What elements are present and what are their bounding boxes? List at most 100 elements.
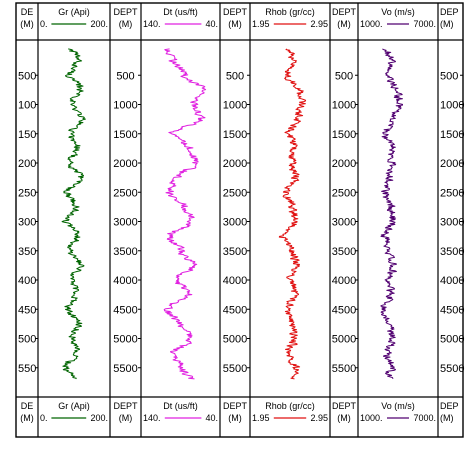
header-track-min-label: 1000. xyxy=(360,19,383,29)
depth-tick-label: 5000 xyxy=(440,334,464,346)
footer-track-title: Dt (us/ft) xyxy=(163,401,198,411)
depth-tick-label: 1000 xyxy=(113,100,137,112)
depth-tick-label: 4500 xyxy=(113,304,137,316)
footer-depth-unit: (M) xyxy=(337,413,351,423)
depth-tick-label: 3000 xyxy=(113,217,137,229)
curve-gr xyxy=(61,48,86,380)
depth-tick-label: 200 xyxy=(18,158,36,170)
depth-tick-label: 500 xyxy=(116,70,134,82)
depth-tick-label: 250 xyxy=(18,187,36,199)
header-track-min-label: 0. xyxy=(40,19,48,29)
footer-depth-unit: (M) xyxy=(228,413,242,423)
header-track-title: Rhob (gr/cc) xyxy=(265,7,315,17)
depth-tick-label: 350 xyxy=(18,246,36,258)
depth-tick-label: 4500 xyxy=(440,304,464,316)
depth-tick-label: 2000 xyxy=(113,158,137,170)
depth-tick-label: 2000 xyxy=(332,158,356,170)
depth-tick-label: 3000 xyxy=(332,217,356,229)
header-track-title: Dt (us/ft) xyxy=(163,7,198,17)
depth-tick-label: 3500 xyxy=(113,246,137,258)
depth-tick-label: 1000 xyxy=(223,100,247,112)
depth-tick-label: 2500 xyxy=(113,187,137,199)
depth-tick-label: 5000 xyxy=(332,334,356,346)
depth-tick-label: 3500 xyxy=(440,246,464,258)
depth-tick-label: 2500 xyxy=(223,187,247,199)
footer-depth-title: DE xyxy=(21,401,34,411)
footer-depth-unit: (M) xyxy=(440,413,454,423)
footer-track-min-label: 1.95 xyxy=(252,413,270,423)
footer-depth-title: DEPT xyxy=(332,401,357,411)
depth-tick-label: 3500 xyxy=(332,246,356,258)
header-depth-unit: (M) xyxy=(228,19,242,29)
depth-tick-label: 4000 xyxy=(440,275,464,287)
header-depth-unit: (M) xyxy=(337,19,351,29)
depth-tick-label: 3500 xyxy=(223,246,247,258)
depth-tick-label: 5500 xyxy=(332,363,356,375)
depth-tick-label: 1500 xyxy=(223,129,247,141)
depth-tick-label: 2000 xyxy=(223,158,247,170)
curve-rhob xyxy=(278,48,307,380)
header-track-title: Gr (Api) xyxy=(58,7,90,17)
depth-tick-label: 100 xyxy=(18,100,36,112)
footer-depth-unit: (M) xyxy=(119,413,133,423)
footer-track-min-label: 140. xyxy=(143,413,161,423)
depth-tick-label: 5000 xyxy=(113,334,137,346)
depth-tick-label: 2500 xyxy=(440,187,464,199)
depth-tick-label: 300 xyxy=(18,217,36,229)
depth-tick-label: 400 xyxy=(18,275,36,287)
footer-track-min-label: 1000. xyxy=(360,413,383,423)
depth-tick-label: 4500 xyxy=(223,304,247,316)
depth-tick-label: 500 xyxy=(18,70,36,82)
header-track-max-label: 2.95 xyxy=(310,19,328,29)
curve-vo xyxy=(380,48,403,379)
footer-track-max-label: 200. xyxy=(90,413,108,423)
header-depth-title: DE xyxy=(21,7,34,17)
depth-tick-label: 2500 xyxy=(332,187,356,199)
depth-tick-label: 4000 xyxy=(113,275,137,287)
depth-tick-label: 1500 xyxy=(332,129,356,141)
depth-tick-label: 1000 xyxy=(440,100,464,112)
header-depth-unit: (M) xyxy=(440,19,454,29)
chart-frame xyxy=(15,2,464,438)
curve-dt xyxy=(163,48,207,380)
depth-tick-label: 500 xyxy=(440,70,458,82)
depth-tick-label: 5500 xyxy=(223,363,247,375)
depth-tick-label: 500 xyxy=(335,70,353,82)
footer-depth-title: DEPT xyxy=(113,401,138,411)
footer-depth-title: DEPT xyxy=(223,401,248,411)
depth-tick-label: 1500 xyxy=(440,129,464,141)
depth-tick-label: 550 xyxy=(18,363,36,375)
footer-track-max-label: 40. xyxy=(205,413,218,423)
header-track-min-label: 1.95 xyxy=(252,19,270,29)
footer-depth-title: DEP xyxy=(440,401,459,411)
footer-track-max-label: 2.95 xyxy=(310,413,328,423)
footer-depth-unit: (M) xyxy=(20,413,34,423)
footer-track-min-label: 0. xyxy=(40,413,48,423)
depth-tick-label: 3000 xyxy=(223,217,247,229)
footer-track-title: Gr (Api) xyxy=(58,401,90,411)
depth-tick-label: 5000 xyxy=(223,334,247,346)
depth-tick-label: 500 xyxy=(18,334,36,346)
footer-track-title: Vo (m/s) xyxy=(381,401,415,411)
header-depth-title: DEPT xyxy=(113,7,138,17)
depth-tick-label: 5500 xyxy=(113,363,137,375)
depth-tick-label: 5500 xyxy=(440,363,464,375)
depth-tick-label: 1500 xyxy=(113,129,137,141)
header-depth-title: DEPT xyxy=(223,7,248,17)
depth-tick-label: 4500 xyxy=(332,304,356,316)
header-track-title: Vo (m/s) xyxy=(381,7,415,17)
depth-tick-label: 2000 xyxy=(440,158,464,170)
depth-tick-label: 500 xyxy=(226,70,244,82)
depth-tick-label: 150 xyxy=(18,129,36,141)
depth-tick-label: 4000 xyxy=(223,275,247,287)
footer-track-title: Rhob (gr/cc) xyxy=(265,401,315,411)
header-track-max-label: 200. xyxy=(90,19,108,29)
footer-track-max-label: 7000. xyxy=(413,413,436,423)
header-track-max-label: 7000. xyxy=(413,19,436,29)
header-track-max-label: 40. xyxy=(205,19,218,29)
depth-tick-label: 1000 xyxy=(332,100,356,112)
header-depth-unit: (M) xyxy=(20,19,34,29)
header-track-min-label: 140. xyxy=(143,19,161,29)
